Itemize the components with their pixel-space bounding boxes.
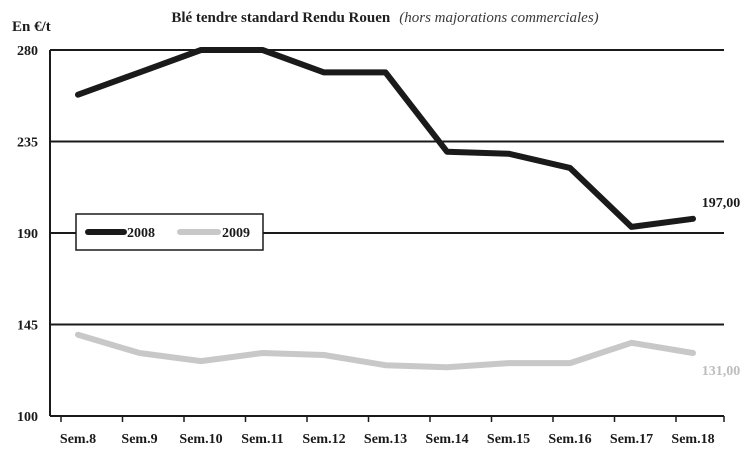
y-tick-label: 145 xyxy=(17,319,38,334)
chart-title-main: Blé tendre standard Rendu Rouen xyxy=(171,10,391,26)
y-tick-label: 280 xyxy=(17,44,38,59)
x-tick-label: Sem.10 xyxy=(179,432,222,447)
end-value-labels: 197,00 131,00 xyxy=(702,196,741,379)
y-tick-label: 100 xyxy=(17,410,38,425)
chart-subtitle: (hors majorations commerciales) xyxy=(399,10,598,26)
end-value-label-2009: 131,00 xyxy=(702,364,741,379)
x-tick-label: Sem.16 xyxy=(548,432,591,447)
axes: 280 235 190 145 100 Sem.8 Sem.9 Sem.10 Sem.11 Sem… xyxy=(17,44,725,447)
x-tick-label: Sem.12 xyxy=(302,432,345,447)
y-tick-label: 190 xyxy=(17,227,38,242)
x-tick-label: Sem.13 xyxy=(364,432,407,447)
x-tick-label: Sem.15 xyxy=(487,432,530,447)
x-tick-label: Sem.11 xyxy=(241,432,283,447)
y-axis-unit: En €/t xyxy=(12,19,51,35)
series-lines xyxy=(75,47,696,371)
series-line-2009 xyxy=(75,331,696,371)
legend: 2008 2009 xyxy=(75,213,264,251)
legend-label-2008: 2008 xyxy=(127,226,155,241)
y-tick-label: 235 xyxy=(17,136,38,151)
x-tick-label: Sem.14 xyxy=(425,432,468,447)
x-tick-label: Sem.17 xyxy=(610,432,653,447)
grid-lines xyxy=(50,49,724,326)
legend-label-2009: 2009 xyxy=(222,226,250,241)
chart-title: Blé tendre standard Rendu Rouen (hors ma… xyxy=(171,9,598,26)
end-value-label-2008: 197,00 xyxy=(702,196,741,211)
x-tick-label: Sem.18 xyxy=(671,432,714,447)
series-line-2008 xyxy=(75,47,696,230)
x-tick-label: Sem.8 xyxy=(60,432,96,447)
svg-text:Blé tendre standard Rendu Roue: Blé tendre standard Rendu Rouen (hors ma… xyxy=(171,9,598,26)
x-tick-label: Sem.9 xyxy=(121,432,157,447)
